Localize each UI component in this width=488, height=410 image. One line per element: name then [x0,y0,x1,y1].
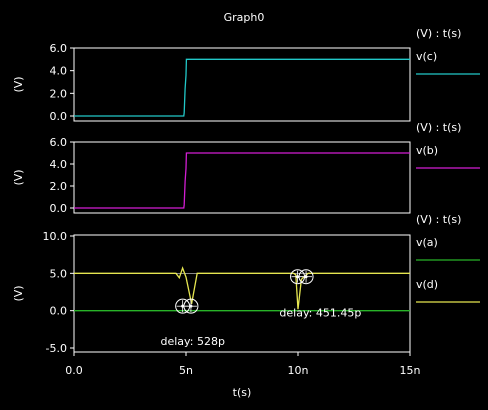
series-line-vd [74,266,410,310]
legend-entry-label: v(c) [416,50,437,63]
series-line-vb [74,152,410,209]
delay-marker [183,298,199,314]
y-tick-label: 2.0 [50,180,68,193]
legend-title: (V) : t(s) [416,121,461,134]
plot-frame [73,47,411,122]
y-axis-label: (V) [12,285,25,301]
y-tick-label: 6.0 [50,136,68,149]
marker-circle [298,269,314,285]
marker-dot [181,304,185,308]
series-line-vc [74,58,410,117]
delay-annotation: delay: 451.45p [279,307,361,320]
graph-title: Graph0 [224,11,265,24]
y-tick-label: 5.0 [50,267,68,280]
y-tick-label: 0.0 [50,305,68,318]
legend-title: (V) : t(s) [416,213,461,226]
plot-frame [73,141,411,214]
y-tick-label: 4.0 [50,158,68,171]
y-tick-label: 4.0 [50,65,68,78]
y-axis-label: (V) [12,169,25,185]
delay-marker [298,269,314,285]
legend-title: (V) : t(s) [416,27,461,40]
y-tick-label: 6.0 [50,42,68,55]
y-tick-label: 0.0 [50,110,68,123]
delay-annotation: delay: 528p [161,335,225,348]
legend-entry-label: v(d) [416,278,438,291]
y-tick-label: 10.0 [43,230,68,243]
legend-entry-label: v(a) [416,236,438,249]
x-tick-label: 0.0 [65,364,83,377]
x-tick-label: 15n [400,364,421,377]
y-tick-label: 2.0 [50,87,68,100]
marker-circle [183,298,199,314]
marker-dot [296,275,300,279]
y-axis-label: (V) [12,76,25,92]
plot-frame [73,234,411,353]
marker-dot [189,304,193,308]
graph-panels: 0.0 2.0 4.0 6.0 (V) (V) : t(s) v(c) 0.0 2.0 4.0 6.… [12,27,480,355]
x-axis-label: t(s) [233,386,252,399]
panel-2: 0.0 2.0 4.0 6.0 (V) (V) : t(s) v(b) [12,121,480,215]
legend-entry-label: v(b) [416,144,438,157]
x-tick-label: 10n [288,364,309,377]
panel-1: 0.0 2.0 4.0 6.0 (V) (V) : t(s) v(c) [12,27,480,123]
panel-3: -5.0 0.0 5.0 10.0 (V) delay: 528p delay: 451.4… [12,213,480,355]
x-tick-label: 5n [179,364,193,377]
y-tick-label: -5.0 [46,342,67,355]
time-axis: 0.0 5n 10n 15n t(s) [65,352,421,399]
y-tick-label: 0.0 [50,202,68,215]
marker-dot [304,275,308,279]
